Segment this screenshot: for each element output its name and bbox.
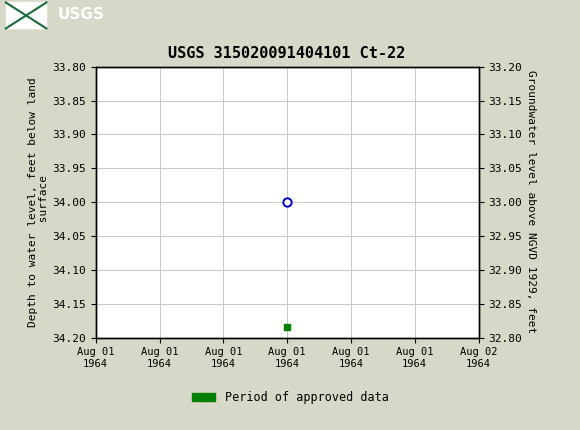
Text: USGS: USGS (58, 7, 105, 22)
Bar (6, 3, 46, 28)
Y-axis label: Groundwater level above NGVD 1929, feet: Groundwater level above NGVD 1929, feet (526, 71, 536, 334)
Y-axis label: Depth to water level, feet below land
 surface: Depth to water level, feet below land su… (28, 77, 49, 327)
Legend: Period of approved data: Period of approved data (187, 387, 393, 409)
Title: USGS 315020091404101 Ct-22: USGS 315020091404101 Ct-22 (168, 46, 406, 61)
